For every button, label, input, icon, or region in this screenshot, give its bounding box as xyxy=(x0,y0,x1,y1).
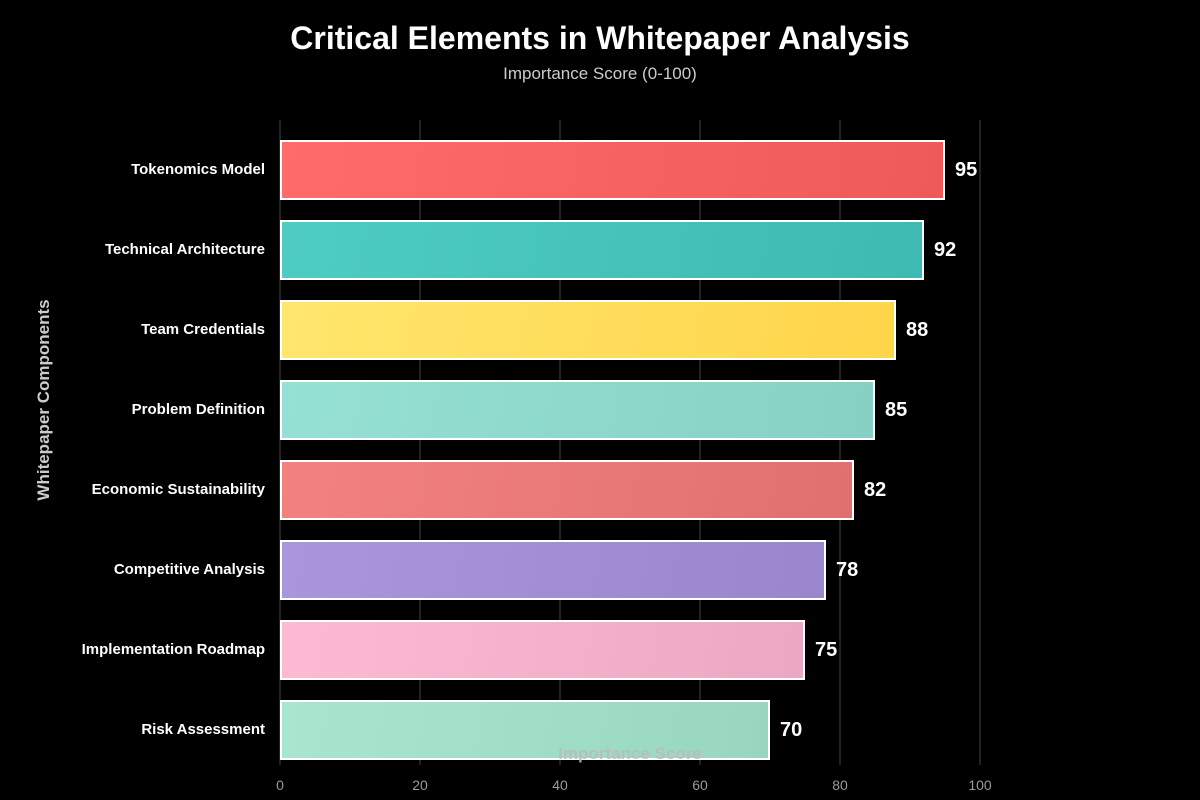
bar[interactable] xyxy=(280,140,945,200)
bar[interactable] xyxy=(280,460,854,520)
bar-value-label: 75 xyxy=(815,639,838,661)
x-tick-label: 20 xyxy=(412,777,428,793)
gridline xyxy=(839,120,841,765)
plot-area: 95 92 88 85 82 78 75 70 xyxy=(279,120,981,765)
x-tick-label: 60 xyxy=(692,777,708,793)
y-tick-label: Implementation Roadmap xyxy=(81,641,265,658)
x-axis-title: Importance Score xyxy=(558,744,702,763)
bar[interactable] xyxy=(280,220,924,280)
gridline xyxy=(419,120,421,765)
bar-value-label: 92 xyxy=(934,239,957,261)
bar-value-label: 82 xyxy=(864,479,887,501)
y-tick-label: Risk Assessment xyxy=(141,721,265,738)
gridline xyxy=(699,120,701,765)
bar-value-label: 88 xyxy=(906,319,929,341)
bar-value-label: 78 xyxy=(836,559,859,581)
chart-subtitle: Importance Score (0-100) xyxy=(503,64,697,83)
y-tick-label: Tokenomics Model xyxy=(131,161,265,178)
x-tick-label: 80 xyxy=(832,777,848,793)
y-tick-label: Problem Definition xyxy=(131,401,265,418)
bar[interactable] xyxy=(280,380,875,440)
x-tick-label: 40 xyxy=(552,777,568,793)
bar[interactable] xyxy=(280,620,805,680)
gridline xyxy=(559,120,561,765)
gridline xyxy=(979,120,981,765)
x-tick-label: 100 xyxy=(968,777,992,793)
bar-value-label: 70 xyxy=(780,719,803,741)
y-tick-label: Team Credentials xyxy=(141,321,265,338)
y-tick-label: Competitive Analysis xyxy=(113,561,265,578)
bar[interactable] xyxy=(280,300,896,360)
chart-title: Critical Elements in Whitepaper Analysis xyxy=(290,20,910,56)
bar[interactable] xyxy=(280,700,770,760)
gridline xyxy=(279,120,281,765)
y-tick-label: Technical Architecture xyxy=(104,241,265,258)
bar[interactable] xyxy=(280,540,826,600)
bar-value-label: 95 xyxy=(955,159,978,181)
bar-value-label: 85 xyxy=(885,399,908,421)
y-tick-label: Economic Sustainability xyxy=(91,481,265,498)
x-tick-label: 0 xyxy=(276,777,284,793)
